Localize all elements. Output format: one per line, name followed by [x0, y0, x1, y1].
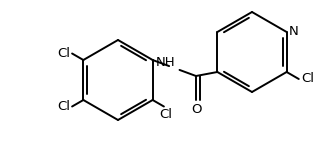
- Text: Cl: Cl: [301, 72, 314, 85]
- Text: N: N: [289, 26, 298, 39]
- Text: O: O: [191, 103, 201, 116]
- Text: Cl: Cl: [57, 100, 70, 113]
- Text: Cl: Cl: [159, 109, 172, 122]
- Text: NH: NH: [156, 56, 176, 69]
- Text: Cl: Cl: [57, 47, 70, 60]
